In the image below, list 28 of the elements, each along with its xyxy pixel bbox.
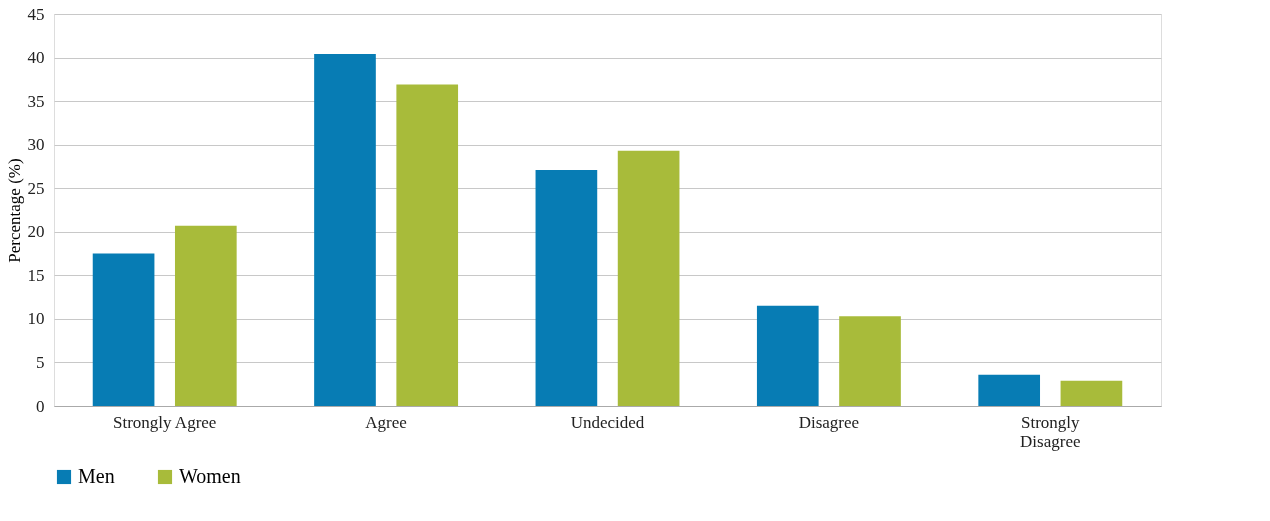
bar [92,253,155,406]
x-tick-label: Disagree [798,412,860,432]
y-tick-label: 35 [27,91,45,111]
y-tick-label: 30 [27,135,45,155]
bar [396,84,459,406]
bar [978,374,1041,406]
legend-label: Men [78,465,115,487]
bar [174,225,237,406]
y-tick-label: 40 [27,48,45,68]
x-tick-label: Strongly Agree [113,412,217,432]
y-tick-label: 0 [36,396,45,416]
bar [1060,380,1123,406]
y-tick-label: 10 [27,309,45,329]
bar [756,305,819,406]
y-tick-label: 15 [27,265,45,285]
bar [314,54,376,406]
y-tick-label: 20 [27,222,45,242]
y-tick-label: 45 [27,4,45,24]
x-tick-label: Agree [365,412,407,432]
bar [617,150,680,406]
x-tick-label: Strongly Disagree [1020,412,1081,451]
y-tick-label: 5 [36,352,45,372]
y-tick-label: 25 [27,178,45,198]
legend-label: Women [179,465,241,487]
x-tick-label: Undecided [570,412,645,432]
y-axis-title: Percentage (%) [4,158,24,263]
bar [839,316,901,406]
bar [535,169,598,406]
